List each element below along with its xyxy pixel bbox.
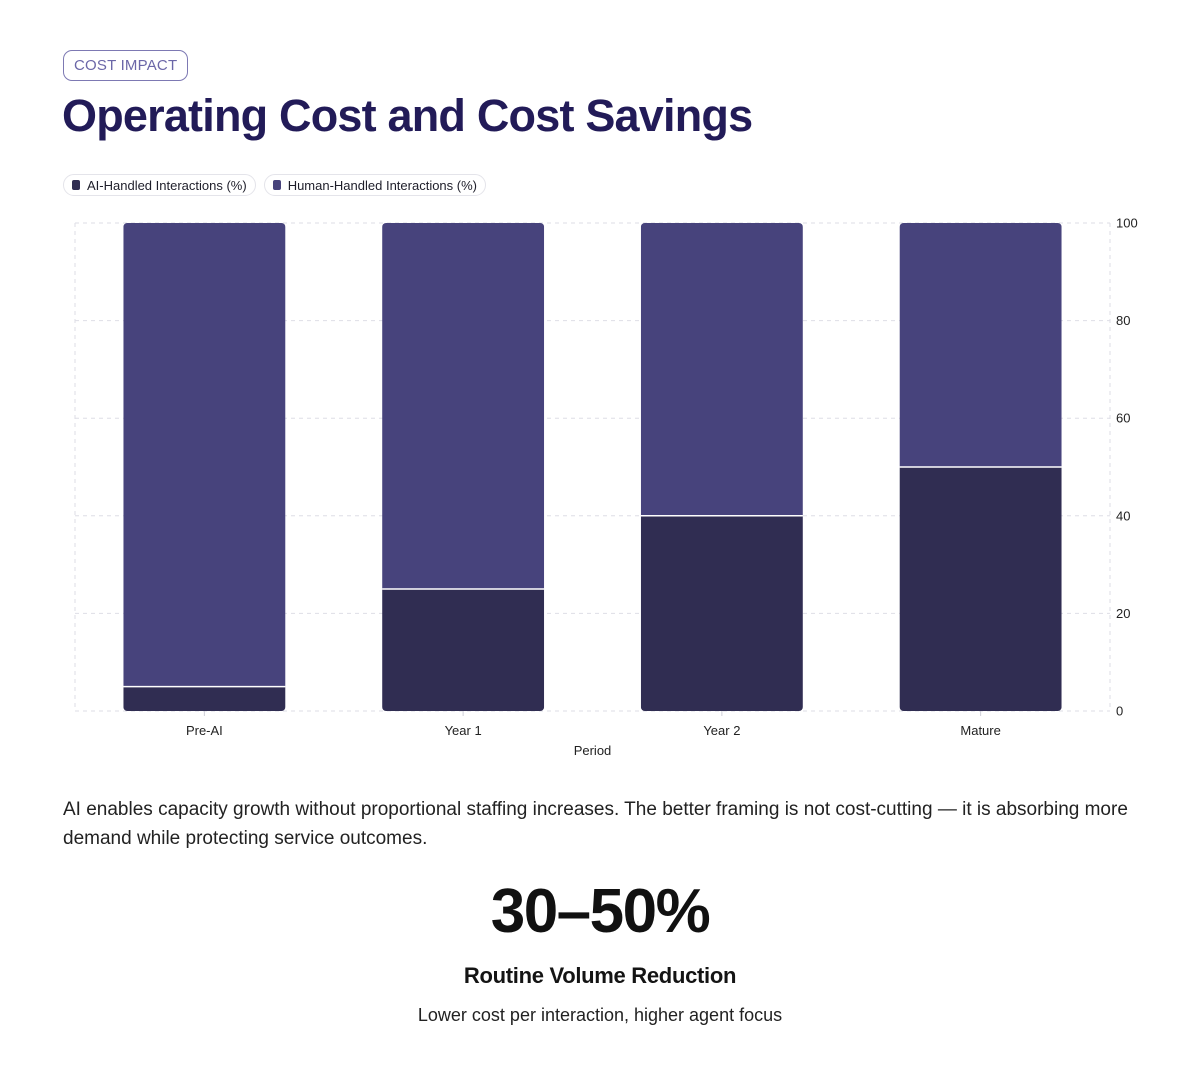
x-axis-label: Period (574, 743, 612, 758)
stat-sublabel: Lower cost per interaction, higher agent… (417, 1005, 783, 1025)
bar-human (123, 223, 286, 687)
legend-item-ai[interactable]: AI-Handled Interactions (%) (63, 174, 256, 196)
y-tick-label: 60 (1116, 411, 1130, 426)
y-tick-label: 20 (1116, 606, 1130, 621)
bar-ai (123, 686, 286, 711)
y-tick-label: 100 (1116, 216, 1138, 231)
legend-swatch-ai (72, 180, 80, 190)
bar-human (640, 223, 803, 516)
x-tick-label: Pre-AI (186, 723, 223, 738)
bar-human (899, 223, 1062, 467)
stacked-bar-chart: 0 20 40 60 80 100 Pre-AI Year 1 Year 2 Mature Peri… (74, 216, 1138, 758)
x-tick-label: Year 2 (703, 723, 740, 738)
x-tick-label: Year 1 (445, 723, 482, 738)
chart-legend: AI-Handled Interactions (%) Human-Handle… (63, 174, 486, 196)
description-text: AI enables capacity growth without propo… (63, 799, 1128, 849)
y-tick-label: 40 (1116, 508, 1130, 523)
y-tick-label: 0 (1116, 704, 1123, 719)
legend-label-ai: AI-Handled Interactions (%) (87, 177, 247, 193)
bar-ai (640, 515, 803, 711)
bar-human (382, 223, 545, 589)
legend-item-human[interactable]: Human-Handled Interactions (%) (263, 174, 486, 196)
legend-swatch-human (272, 180, 281, 190)
stat-value: 30–50% (490, 877, 711, 946)
bar-ai (899, 467, 1062, 711)
page-title: Operating Cost and Cost Savings (62, 90, 753, 141)
x-tick-label: Mature (960, 723, 1000, 738)
legend-label-human: Human-Handled Interactions (%) (287, 177, 477, 193)
stat-label: Routine Volume Reduction (463, 963, 737, 988)
section-badge: COST IMPACT (63, 50, 189, 81)
y-tick-label: 80 (1116, 313, 1130, 328)
bar-ai (382, 589, 545, 711)
